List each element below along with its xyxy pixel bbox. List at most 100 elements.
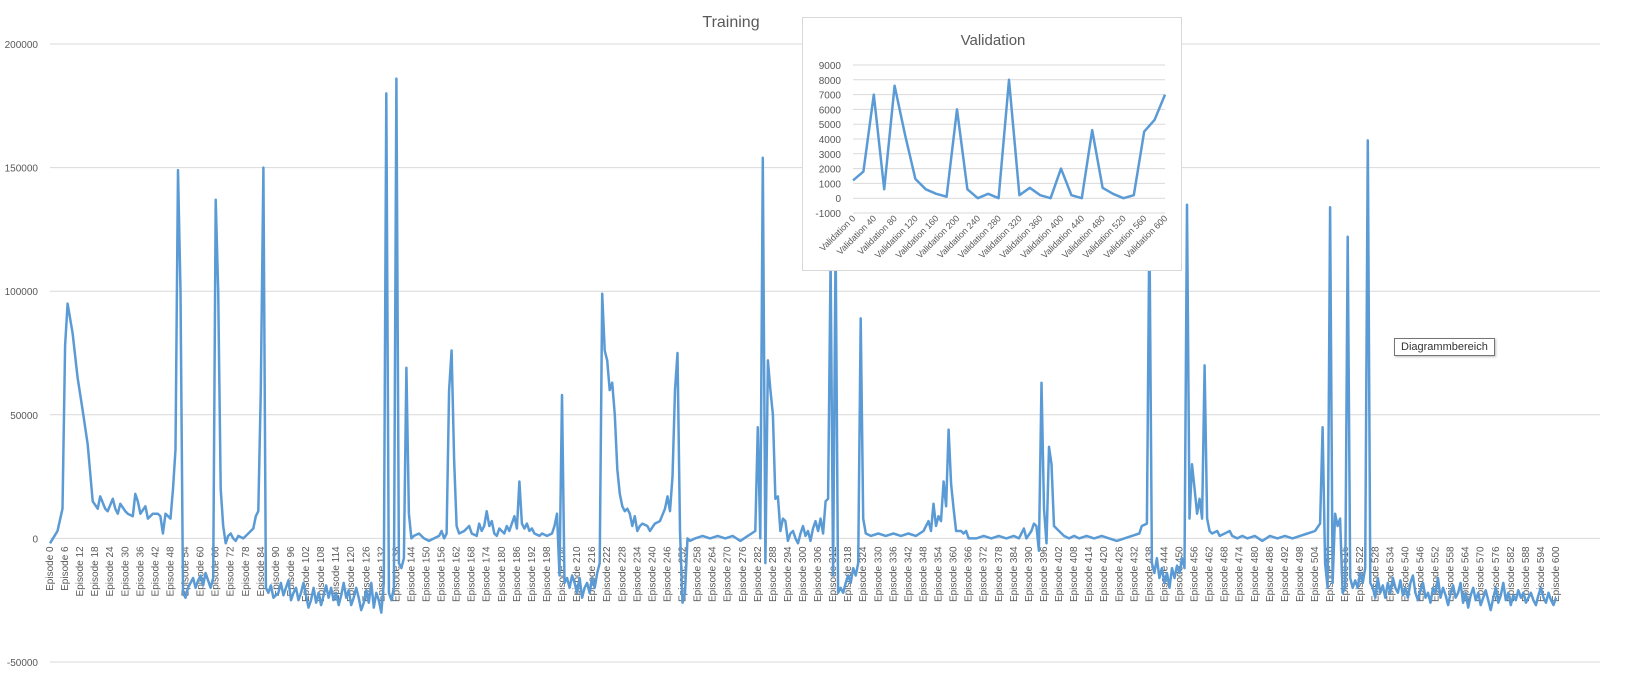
training-x-tick-label: Episode 234 <box>632 546 643 602</box>
training-x-tick-label: Episode 366 <box>964 546 975 602</box>
validation-y-tick-label: 4000 <box>819 135 842 146</box>
training-x-tick-label: Episode 54 <box>181 546 192 596</box>
training-x-tick-label: Episode 498 <box>1295 546 1306 602</box>
training-x-tick-label: Episode 588 <box>1521 546 1532 602</box>
training-x-tick-label: Episode 6 <box>60 546 71 591</box>
training-x-tick-label: Episode 174 <box>482 546 493 602</box>
training-x-tick-label: Episode 492 <box>1280 546 1291 602</box>
validation-y-tick-label: 6000 <box>819 105 842 116</box>
training-x-tick-label: Episode 162 <box>452 546 463 602</box>
training-x-tick-label: Episode 462 <box>1205 546 1216 602</box>
training-x-tick-label: Episode 192 <box>527 546 538 602</box>
training-x-tick-label: Episode 378 <box>994 546 1005 602</box>
training-x-tick-label: Episode 384 <box>1009 546 1020 602</box>
training-x-tick-label: Episode 132 <box>376 546 387 602</box>
training-x-tick-label: Episode 150 <box>422 546 433 602</box>
training-x-tick-label: Episode 390 <box>1024 546 1035 602</box>
training-x-tick-label: Episode 138 <box>391 546 402 602</box>
training-x-tick-label: Episode 240 <box>647 546 658 602</box>
training-x-tick-label: Episode 420 <box>1099 546 1110 602</box>
training-chart-title: Training <box>702 14 759 31</box>
validation-y-tick-label: 2000 <box>819 165 842 176</box>
training-x-tick-label: Episode 18 <box>90 546 101 596</box>
training-x-tick-label: Episode 564 <box>1461 546 1472 602</box>
training-x-tick-label: Episode 222 <box>602 546 613 602</box>
training-x-tick-label: Episode 102 <box>301 546 312 602</box>
training-x-tick-label: Episode 582 <box>1506 546 1517 602</box>
training-x-tick-label: Episode 570 <box>1476 546 1487 602</box>
training-y-tick-label: 0 <box>32 534 38 545</box>
training-x-tick-label: Episode 12 <box>75 546 86 596</box>
validation-y-tick-label: 1000 <box>819 179 842 190</box>
training-x-tick-label: Episode 534 <box>1385 546 1396 602</box>
validation-y-tick-label: 5000 <box>819 120 842 131</box>
training-x-tick-label: Episode 540 <box>1400 546 1411 602</box>
training-x-tick-label: Episode 270 <box>723 546 734 602</box>
training-x-tick-label: Episode 60 <box>196 546 207 596</box>
training-x-tick-label: Episode 282 <box>753 546 764 602</box>
training-x-tick-label: Episode 294 <box>783 546 794 602</box>
training-x-tick-label: Episode 396 <box>1039 546 1050 602</box>
training-series-line <box>48 77 1558 614</box>
training-x-tick-label: Episode 276 <box>738 546 749 602</box>
training-x-tick-label: Episode 480 <box>1250 546 1261 602</box>
training-x-tick-label: Episode 264 <box>708 546 719 602</box>
training-x-tick-label: Episode 96 <box>286 546 297 596</box>
training-x-tick-label: Episode 30 <box>120 546 131 596</box>
training-x-tick-label: Episode 186 <box>512 546 523 602</box>
training-y-tick-label: 200000 <box>5 40 39 51</box>
training-y-tick-label: 150000 <box>5 164 39 175</box>
training-x-tick-label: Episode 180 <box>497 546 508 602</box>
validation-y-tick-label: 3000 <box>819 150 842 161</box>
training-x-tick-label: Episode 42 <box>150 546 161 596</box>
validation-y-tick-label: 7000 <box>819 91 842 102</box>
chart-area-tooltip: Diagrammbereich <box>1394 338 1495 356</box>
training-x-tick-label: Episode 318 <box>843 546 854 602</box>
training-x-tick-label: Episode 300 <box>798 546 809 602</box>
training-x-tick-label: Episode 36 <box>135 546 146 596</box>
validation-series-line <box>852 78 1167 200</box>
training-x-tick-label: Episode 288 <box>768 546 779 602</box>
training-x-tick-label: Episode 246 <box>662 546 673 602</box>
training-x-tick-label: Episode 510 <box>1325 546 1336 602</box>
training-x-tick-label: Episode 456 <box>1190 546 1201 602</box>
training-x-tick-label: Episode 228 <box>617 546 628 602</box>
training-x-tick-label: Episode 72 <box>226 546 237 596</box>
training-x-tick-label: Episode 108 <box>316 546 327 602</box>
validation-y-tick-label: 9000 <box>819 61 842 72</box>
training-x-tick-label: Episode 66 <box>211 546 222 596</box>
training-x-tick-label: Episode 306 <box>813 546 824 602</box>
training-x-tick-label: Episode 468 <box>1220 546 1231 602</box>
validation-chart[interactable]: Validation -1000 0 1000 2000 3000 4000 5000 600… <box>802 17 1182 271</box>
training-x-tick-label: Episode 216 <box>587 546 598 602</box>
training-x-tick-label: Episode 354 <box>934 546 945 602</box>
training-x-tick-label: Episode 156 <box>437 546 448 602</box>
training-x-tick-label: Episode 546 <box>1415 546 1426 602</box>
training-x-tick-label: Episode 432 <box>1129 546 1140 602</box>
training-x-tick-label: Episode 144 <box>406 546 417 602</box>
validation-chart-title: Validation <box>961 32 1026 49</box>
training-x-tick-label: Episode 198 <box>542 546 553 602</box>
training-x-tick-label: Episode 342 <box>903 546 914 602</box>
training-y-tick-label: 50000 <box>10 411 38 422</box>
training-x-tick-label: Episode 426 <box>1114 546 1125 602</box>
training-x-tick-label: Episode 408 <box>1069 546 1080 602</box>
training-x-tick-label: Episode 594 <box>1536 546 1547 602</box>
training-x-tick-label: Episode 372 <box>979 546 990 602</box>
training-x-tick-label: Episode 84 <box>256 546 267 596</box>
validation-y-axis: -1000 0 1000 2000 3000 4000 5000 6000 7000 8000 90… <box>815 61 841 220</box>
training-x-tick-label: Episode 48 <box>165 546 176 596</box>
training-x-tick-label: Episode 78 <box>241 546 252 596</box>
training-x-tick-label: Episode 414 <box>1084 546 1095 602</box>
training-x-tick-label: Episode 336 <box>888 546 899 602</box>
training-x-tick-label: Episode 126 <box>361 546 372 602</box>
training-x-tick-label: Episode 120 <box>346 546 357 602</box>
training-x-tick-label: Episode 558 <box>1446 546 1457 602</box>
training-x-tick-label: Episode 552 <box>1431 546 1442 602</box>
training-y-tick-label: 100000 <box>5 287 39 298</box>
training-y-tick-label: -50000 <box>7 658 39 669</box>
training-x-tick-label: Episode 528 <box>1370 546 1381 602</box>
validation-y-tick-label: 0 <box>835 194 841 205</box>
